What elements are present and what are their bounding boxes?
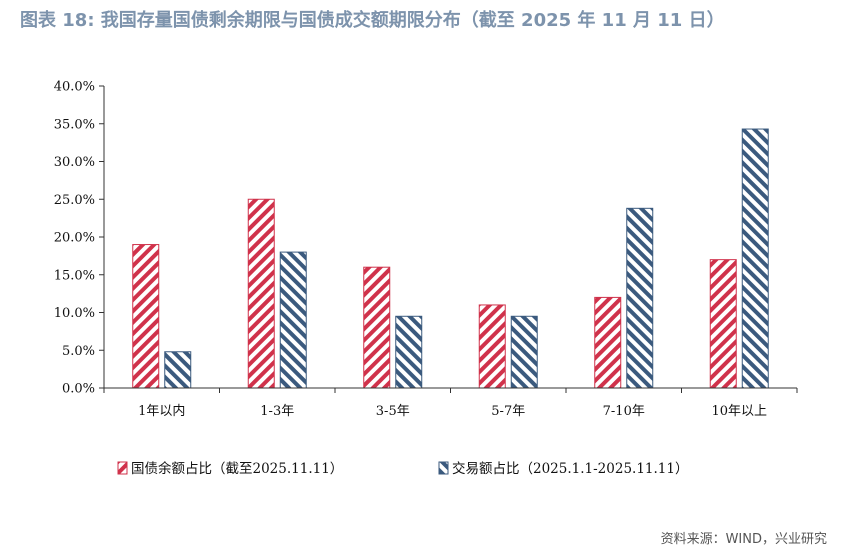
- y-tick-label: 40.0%: [54, 80, 95, 95]
- bar-balance-2: [363, 266, 391, 389]
- bar-trade-4: [626, 207, 654, 389]
- x-tick-label: 3-5年: [376, 404, 410, 419]
- y-tick-label: 25.0%: [54, 193, 95, 208]
- bar-balance-5: [709, 259, 737, 389]
- bar-trade-0: [164, 351, 192, 389]
- y-tick-label: 0.0%: [62, 382, 95, 397]
- bar-trade-5: [741, 128, 769, 389]
- bar-trade-2: [395, 315, 423, 389]
- bar-trade-1: [279, 251, 307, 389]
- y-tick-label: 5.0%: [62, 344, 95, 359]
- bar-balance-1: [247, 198, 275, 389]
- bar-balance-4: [594, 296, 622, 389]
- legend-swatch-1: [438, 461, 449, 475]
- chart-title: 图表 18: 我国存量国债剩余期限与国债成交额期限分布（截至 2025 年 11…: [20, 10, 725, 31]
- legend-swatch-0: [117, 461, 128, 475]
- x-tick-label: 1年以内: [138, 403, 185, 419]
- x-tick-label: 5-7年: [491, 404, 525, 419]
- bar-trade-3: [510, 315, 538, 389]
- y-tick-label: 10.0%: [54, 306, 95, 321]
- y-tick-label: 20.0%: [54, 231, 95, 246]
- x-tick-label: 10年以上: [711, 404, 767, 419]
- bar-balance-0: [132, 244, 160, 389]
- source-note: 资料来源：WIND，兴业研究: [660, 532, 827, 547]
- y-tick-label: 15.0%: [54, 268, 95, 283]
- y-tick-label: 30.0%: [54, 155, 95, 170]
- legend-label-0: 国债余额占比（截至2025.11.11）: [131, 460, 343, 477]
- legend-label-1: 交易额占比（2025.1.1-2025.11.11）: [452, 460, 688, 477]
- bar-balance-3: [478, 304, 506, 389]
- x-tick-label: 7-10年: [603, 404, 645, 419]
- y-tick-label: 35.0%: [54, 117, 95, 132]
- x-tick-label: 1-3年: [260, 404, 294, 419]
